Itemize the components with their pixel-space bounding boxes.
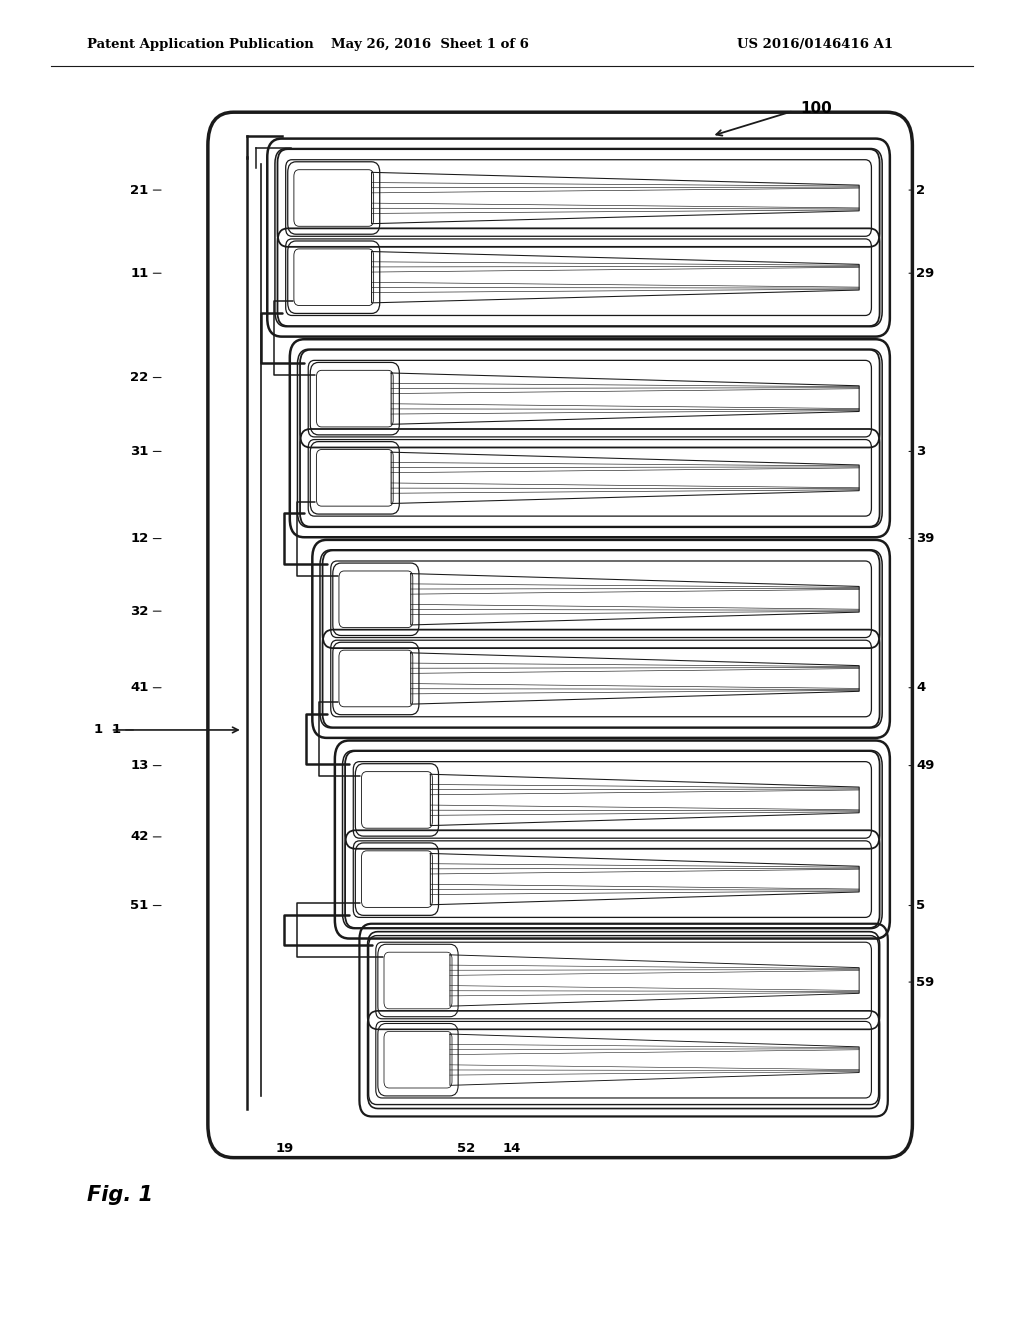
Text: 29: 29 <box>916 267 935 280</box>
Text: 31: 31 <box>130 445 148 458</box>
Text: 32: 32 <box>130 605 148 618</box>
Text: 41: 41 <box>130 681 148 694</box>
Text: 49: 49 <box>916 759 935 772</box>
Text: 12: 12 <box>130 532 148 545</box>
Text: 21: 21 <box>130 183 148 197</box>
Text: 1: 1 <box>112 723 121 737</box>
Text: Patent Application Publication: Patent Application Publication <box>87 38 313 51</box>
Text: 19: 19 <box>275 1142 294 1155</box>
Text: 2: 2 <box>916 183 926 197</box>
Text: 4: 4 <box>916 681 926 694</box>
Text: 51: 51 <box>130 899 148 912</box>
Text: Fig. 1: Fig. 1 <box>87 1184 153 1205</box>
Text: May 26, 2016  Sheet 1 of 6: May 26, 2016 Sheet 1 of 6 <box>331 38 529 51</box>
Text: 5: 5 <box>916 899 926 912</box>
Text: 59: 59 <box>916 975 935 989</box>
Text: 14: 14 <box>503 1142 521 1155</box>
Text: 39: 39 <box>916 532 935 545</box>
Text: 52: 52 <box>457 1142 475 1155</box>
Text: 22: 22 <box>130 371 148 384</box>
Text: 11: 11 <box>130 267 148 280</box>
Text: 1: 1 <box>93 723 102 737</box>
Text: 13: 13 <box>130 759 148 772</box>
Text: 42: 42 <box>130 830 148 843</box>
Text: US 2016/0146416 A1: US 2016/0146416 A1 <box>737 38 893 51</box>
Text: 100: 100 <box>801 100 833 116</box>
Text: 3: 3 <box>916 445 926 458</box>
